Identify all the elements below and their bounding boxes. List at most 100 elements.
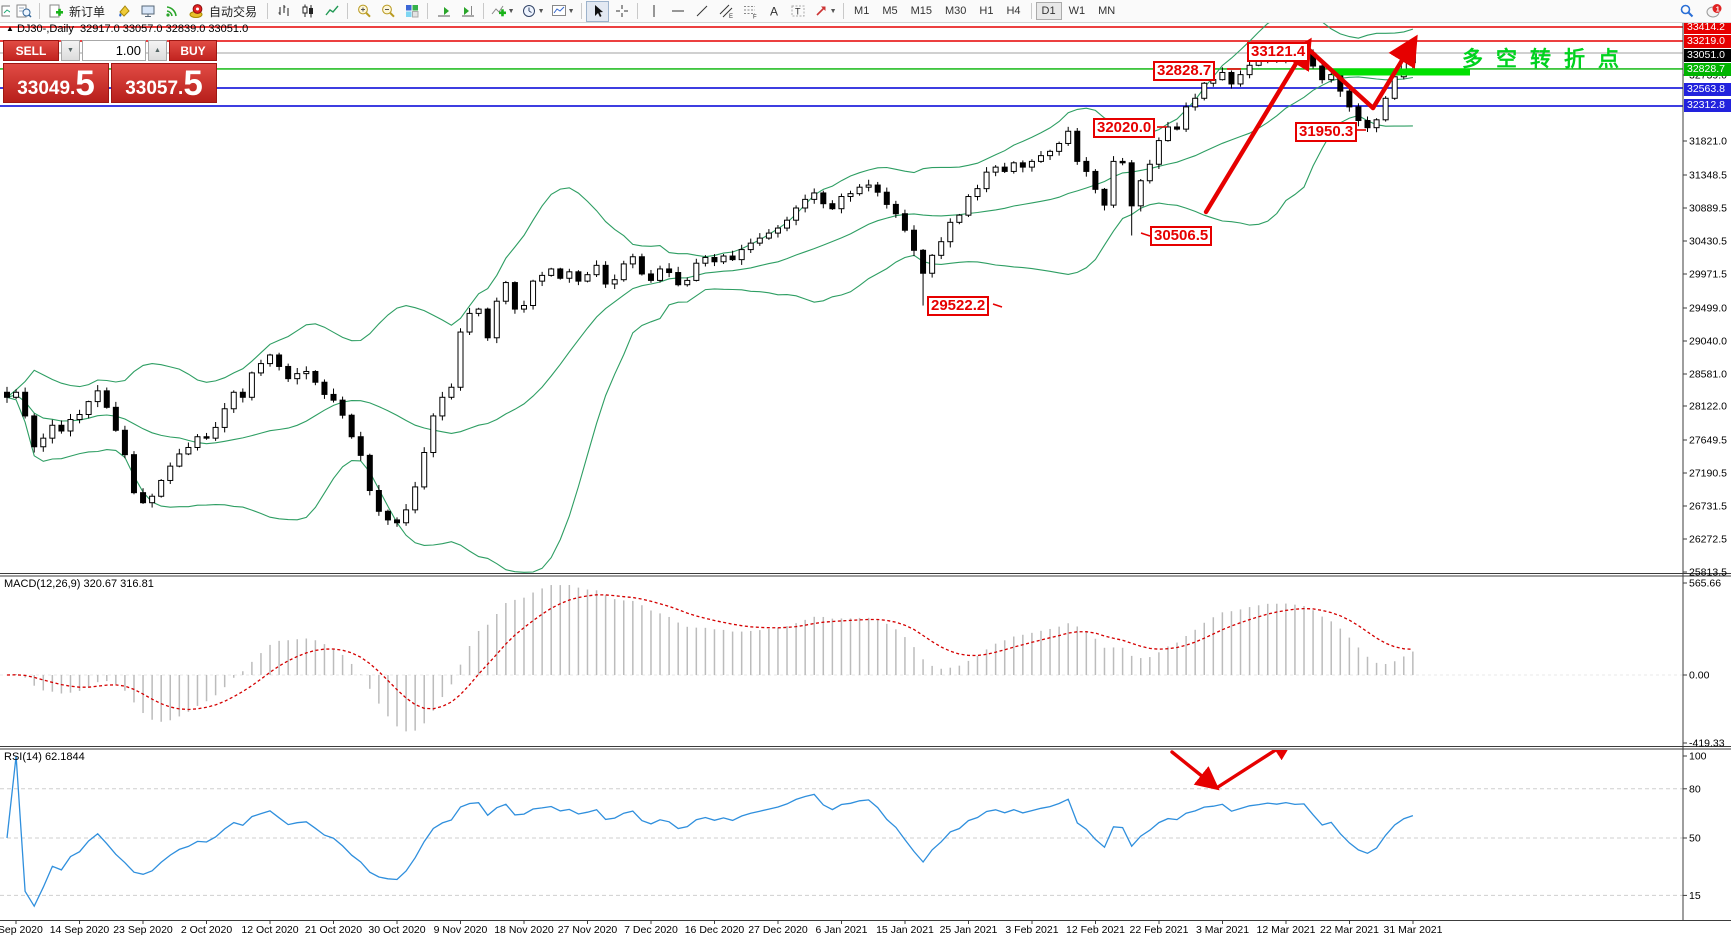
svg-text:26272.5: 26272.5	[1689, 534, 1727, 546]
svg-text:29499.0: 29499.0	[1689, 303, 1727, 315]
svg-text:6 Jan 2021: 6 Jan 2021	[816, 924, 868, 936]
sell-price-pip: 5	[75, 64, 95, 103]
tf-h1[interactable]: H1	[979, 5, 994, 17]
svg-text:27649.5: 27649.5	[1689, 435, 1727, 447]
svg-text:28581.0: 28581.0	[1689, 369, 1727, 381]
svg-text:31821.0: 31821.0	[1689, 136, 1727, 148]
tf-h4[interactable]: H4	[1006, 5, 1021, 17]
svg-text:3 Feb 2021: 3 Feb 2021	[1005, 924, 1058, 936]
new-order-label[interactable]: 新订单	[69, 4, 106, 19]
text-label-icon[interactable]: T	[786, 1, 809, 22]
svg-text:14 Sep 2020: 14 Sep 2020	[50, 924, 110, 936]
chart-shift-icon[interactable]	[456, 1, 479, 22]
volume-increase-button[interactable]: ▲	[148, 40, 167, 61]
svg-text:31 Mar 2021: 31 Mar 2021	[1384, 924, 1443, 936]
svg-text:2 Oct 2020: 2 Oct 2020	[181, 924, 233, 936]
bar-chart-icon[interactable]	[272, 1, 295, 22]
zoom-in-icon[interactable]	[352, 1, 375, 22]
candlestick-chart-icon[interactable]	[296, 1, 319, 22]
svg-text:30430.5: 30430.5	[1689, 236, 1727, 248]
svg-text:26731.5: 26731.5	[1689, 501, 1727, 513]
equidistant-channel-icon[interactable]: E	[714, 1, 737, 22]
indicators-icon[interactable]: ▼	[488, 1, 517, 22]
notification-icon[interactable]: 1	[1702, 1, 1725, 22]
svg-text:29040.0: 29040.0	[1689, 336, 1727, 348]
templates-icon[interactable]: ▼	[548, 1, 577, 22]
svg-text:T: T	[795, 7, 801, 17]
zoom-out-icon[interactable]	[376, 1, 399, 22]
svg-text:31348.5: 31348.5	[1689, 170, 1727, 182]
tf-m5[interactable]: M5	[882, 5, 898, 17]
tf-w1[interactable]: W1	[1068, 5, 1086, 17]
arrows-icon[interactable]: ▼	[810, 1, 839, 22]
sell-price-dot: .	[70, 78, 76, 99]
sell-button[interactable]: SELL	[3, 40, 59, 61]
auto-scroll-icon[interactable]	[432, 1, 455, 22]
svg-text:27 Nov 2020: 27 Nov 2020	[558, 924, 618, 936]
symbol-search-icon[interactable]	[12, 1, 35, 22]
svg-text:565.66: 565.66	[1689, 578, 1721, 590]
search-icon[interactable]	[1675, 1, 1698, 22]
tile-windows-icon[interactable]	[400, 1, 423, 22]
signals-icon[interactable]	[160, 1, 183, 22]
tf-mn[interactable]: MN	[1098, 5, 1116, 17]
svg-text:12 Feb 2021: 12 Feb 2021	[1066, 924, 1125, 936]
svg-text:E: E	[729, 14, 733, 19]
svg-text:30 Oct 2020: 30 Oct 2020	[368, 924, 425, 936]
svg-text:12 Mar 2021: 12 Mar 2021	[1257, 924, 1316, 936]
buy-price-main: 33057	[125, 78, 179, 99]
svg-text:50: 50	[1689, 833, 1701, 845]
autotrading-icon[interactable]	[184, 1, 207, 22]
svg-text:A: A	[770, 5, 778, 19]
trendline-icon[interactable]	[690, 1, 713, 22]
svg-text:80: 80	[1689, 783, 1701, 795]
svg-text:12 Oct 2020: 12 Oct 2020	[241, 924, 298, 936]
svg-text:100: 100	[1689, 751, 1707, 763]
svg-text:7 Dec 2020: 7 Dec 2020	[624, 924, 678, 936]
sell-price[interactable]: 33049. 5	[3, 63, 109, 103]
chart-window-icon[interactable]	[0, 1, 11, 22]
buy-price[interactable]: 33057. 5	[111, 63, 217, 103]
svg-text:25 Jan 2021: 25 Jan 2021	[940, 924, 998, 936]
horizontal-line-icon[interactable]	[666, 1, 689, 22]
svg-text:3 Sep 2020: 3 Sep 2020	[0, 924, 43, 936]
svg-text:32739.0: 32739.0	[1689, 70, 1727, 82]
svg-text:0.00: 0.00	[1689, 670, 1710, 682]
svg-text:27 Dec 2020: 27 Dec 2020	[748, 924, 808, 936]
tf-d1[interactable]: D1	[1035, 2, 1062, 20]
tf-m15[interactable]: M15	[910, 5, 932, 17]
buy-button[interactable]: BUY	[169, 40, 217, 61]
crosshair-icon[interactable]	[610, 1, 633, 22]
svg-text:22 Feb 2021: 22 Feb 2021	[1130, 924, 1189, 936]
autotrading-label[interactable]: 自动交易	[209, 4, 258, 19]
main-toolbar: 新订单 自动交易 ▼ ▼ ▼ E F A T ▼ M1 M5 M15 M30 H…	[0, 0, 1731, 23]
volume-input[interactable]: 1.00	[82, 40, 146, 61]
svg-text:30889.5: 30889.5	[1689, 203, 1727, 215]
tf-m1[interactable]: M1	[854, 5, 870, 17]
svg-text:27190.5: 27190.5	[1689, 468, 1727, 480]
svg-text:F: F	[753, 15, 757, 20]
line-chart-icon[interactable]	[320, 1, 343, 22]
text-icon[interactable]: A	[762, 1, 785, 22]
cursor-icon[interactable]	[586, 0, 610, 22]
svg-text:15: 15	[1689, 890, 1701, 902]
svg-text:21 Oct 2020: 21 Oct 2020	[305, 924, 362, 936]
styles-bucket-icon[interactable]	[112, 1, 135, 22]
new-order-icon[interactable]	[44, 1, 67, 22]
svg-text:29971.5: 29971.5	[1689, 269, 1727, 281]
profiles-icon[interactable]	[136, 1, 159, 22]
tf-m30[interactable]: M30	[945, 5, 967, 17]
volume-decrease-button[interactable]: ▼	[61, 40, 80, 61]
fibonacci-icon[interactable]: F	[738, 1, 761, 22]
svg-text:25813.5: 25813.5	[1689, 567, 1727, 579]
buy-price-dot: .	[178, 78, 184, 99]
svg-text:16 Dec 2020: 16 Dec 2020	[685, 924, 745, 936]
svg-text:1: 1	[1715, 5, 1719, 14]
svg-text:9 Nov 2020: 9 Nov 2020	[434, 924, 488, 936]
periods-icon[interactable]: ▼	[518, 1, 547, 22]
vertical-line-icon[interactable]	[642, 1, 665, 22]
svg-text:28122.0: 28122.0	[1689, 401, 1727, 413]
svg-text:3 Mar 2021: 3 Mar 2021	[1196, 924, 1249, 936]
